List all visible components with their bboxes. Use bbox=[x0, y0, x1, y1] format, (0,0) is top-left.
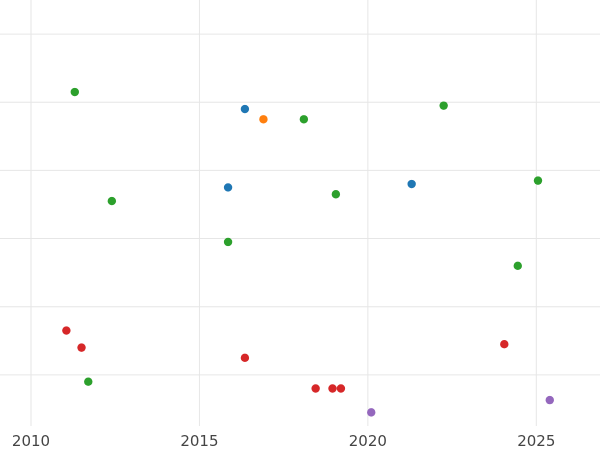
data-point bbox=[223, 183, 233, 192]
data-point bbox=[336, 384, 346, 393]
data-point bbox=[331, 190, 341, 199]
data-point bbox=[223, 237, 233, 247]
data-point bbox=[311, 384, 320, 393]
data-point bbox=[84, 377, 93, 386]
x-axis-ticks: 2010 2015 2020 2025 bbox=[12, 432, 555, 450]
data-point bbox=[533, 176, 543, 185]
data-point bbox=[545, 395, 554, 405]
grid bbox=[0, 0, 600, 426]
data-point bbox=[240, 353, 250, 363]
data-point bbox=[259, 115, 268, 124]
data-point bbox=[439, 101, 448, 110]
data-point bbox=[500, 340, 509, 349]
data-point bbox=[77, 343, 86, 352]
x-tick-label: 2010 bbox=[12, 432, 50, 450]
data-point bbox=[62, 326, 71, 335]
data-point bbox=[70, 87, 79, 97]
data-point bbox=[107, 196, 117, 206]
x-tick-label: 2025 bbox=[517, 432, 555, 450]
data-point bbox=[367, 408, 376, 417]
data-point bbox=[513, 261, 522, 271]
x-tick-label: 2020 bbox=[349, 432, 387, 450]
data-point bbox=[240, 104, 250, 114]
data-point bbox=[299, 115, 309, 124]
x-tick-label: 2015 bbox=[180, 432, 218, 450]
data-point bbox=[407, 179, 416, 189]
data-point bbox=[328, 384, 337, 393]
data-points bbox=[62, 87, 554, 417]
